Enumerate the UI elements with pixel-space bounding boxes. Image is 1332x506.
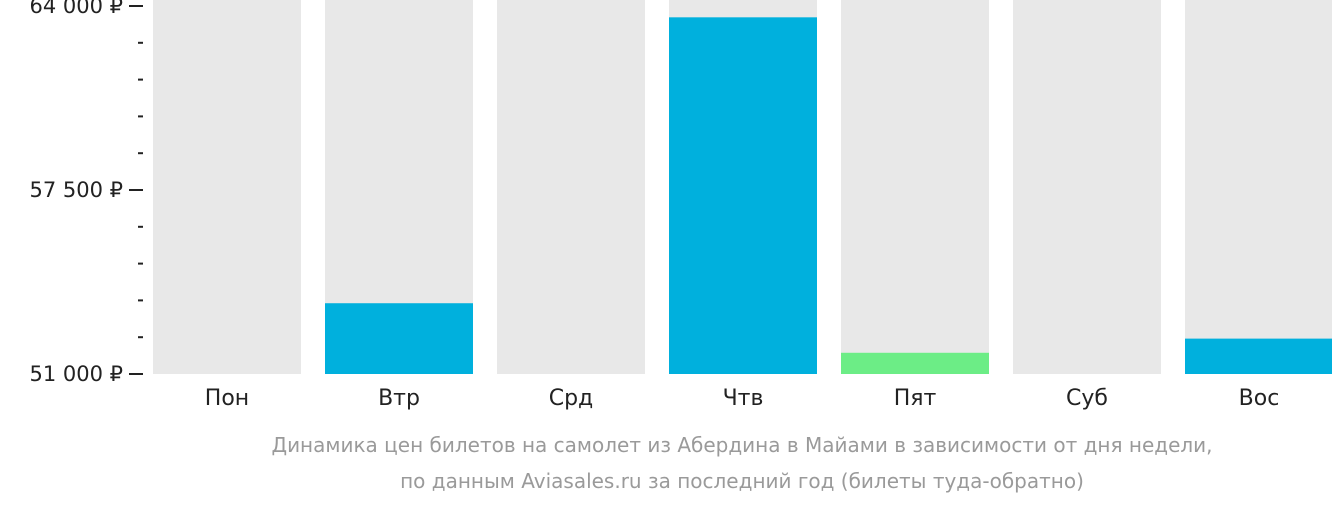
x-tick-label-6: Суб bbox=[1066, 386, 1108, 411]
caption-line-2: по данным Aviasales.ru за последний год … bbox=[400, 469, 1084, 493]
value-bar-5[interactable] bbox=[841, 352, 989, 374]
x-tick-label-5: Пят bbox=[894, 386, 937, 411]
background-bar-5 bbox=[841, 0, 989, 374]
x-axis-labels: Пон Втр Срд Чтв Пят Суб Вос bbox=[205, 386, 1280, 411]
background-bar-6 bbox=[1013, 0, 1161, 374]
value-bar-4[interactable] bbox=[669, 17, 817, 374]
x-tick-label-1: Пон bbox=[205, 386, 249, 411]
chart-caption: Динамика цен билетов на самолет из Аберд… bbox=[271, 433, 1212, 493]
y-tick-label-2: 57 500 ₽ bbox=[29, 178, 123, 202]
background-bar-1 bbox=[153, 0, 301, 374]
value-bar-2[interactable] bbox=[325, 303, 473, 374]
y-axis: 51 000 ₽ 57 500 ₽ 64 000 ₽ bbox=[29, 0, 143, 386]
x-tick-label-2: Втр bbox=[378, 386, 420, 411]
background-bar-7 bbox=[1185, 0, 1332, 374]
y-tick-label-1: 51 000 ₽ bbox=[29, 362, 123, 386]
y-tick-label-3: 64 000 ₽ bbox=[29, 0, 123, 18]
value-bar-7[interactable] bbox=[1185, 338, 1332, 374]
x-tick-label-7: Вос bbox=[1239, 386, 1280, 411]
x-tick-label-3: Срд bbox=[549, 386, 594, 411]
background-bar-3 bbox=[497, 0, 645, 374]
caption-line-1: Динамика цен билетов на самолет из Аберд… bbox=[271, 433, 1212, 457]
x-tick-label-4: Чтв bbox=[723, 386, 764, 411]
value-bars bbox=[325, 17, 1332, 374]
